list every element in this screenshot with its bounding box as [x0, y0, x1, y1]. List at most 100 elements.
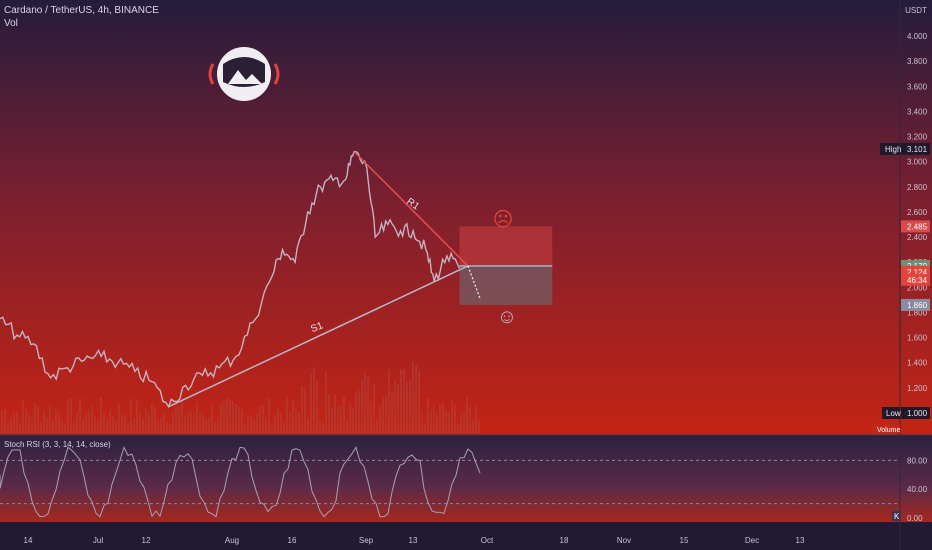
- volume-bar: [145, 408, 147, 433]
- volume-bar: [277, 408, 279, 433]
- volume-bar: [10, 418, 12, 433]
- volume-bar: [355, 392, 357, 433]
- volume-bar: [457, 423, 459, 433]
- volume-bar: [262, 404, 264, 433]
- volume-bar: [184, 415, 186, 433]
- volume-bar: [259, 405, 261, 433]
- volume-indicator-label[interactable]: Vol: [4, 18, 18, 29]
- price-tick-label: 3.200: [907, 133, 928, 142]
- price-tick-label: 2.400: [907, 233, 928, 242]
- volume-bar: [382, 397, 384, 433]
- time-tick-label: Jul: [93, 536, 103, 545]
- oscillator-title[interactable]: Stoch RSI (3, 3, 14, 14, close): [4, 440, 111, 449]
- resistance-trendline[interactable]: [353, 151, 469, 267]
- volume-bar: [406, 381, 408, 433]
- volume-bar: [229, 399, 231, 433]
- price-tick-label: 3.000: [907, 158, 928, 167]
- sad-face-icon: ☹: [493, 209, 514, 231]
- volume-bar: [313, 367, 315, 433]
- volume-bar: [334, 395, 336, 433]
- volume-bar: [106, 418, 108, 433]
- time-tick-label: Sep: [359, 536, 374, 545]
- volume-bar: [325, 372, 327, 433]
- low-tag: [882, 407, 900, 419]
- volume-tag-label: Volume: [877, 427, 900, 434]
- volume-bar: [187, 412, 189, 433]
- volume-bar: [328, 394, 330, 433]
- price-tick-label: 3.400: [907, 107, 928, 116]
- volume-bar: [115, 420, 117, 433]
- volume-tag: [874, 424, 900, 434]
- volume-bar: [46, 418, 48, 433]
- price-badge-label: 46:34: [907, 276, 928, 285]
- volume-bar: [448, 412, 450, 433]
- volume-bar: [439, 403, 441, 433]
- volume-bar: [244, 424, 246, 433]
- volume-bar: [436, 414, 438, 433]
- volume-bar: [364, 373, 366, 433]
- time-tick-label: Dec: [745, 536, 759, 545]
- stoch-rsi-line[interactable]: [0, 446, 481, 518]
- volume-bar: [253, 418, 255, 433]
- volume-bar: [466, 397, 468, 433]
- volume-bar: [445, 410, 447, 433]
- price-tick-label: 1.600: [907, 334, 928, 343]
- volume-bar: [130, 399, 132, 433]
- volume-bar: [403, 368, 405, 433]
- time-tick-label: 13: [796, 536, 805, 545]
- volume-bar: [76, 412, 78, 433]
- volume-bar: [235, 404, 237, 433]
- logo-signal-left: [208, 63, 215, 85]
- time-tick-label: Nov: [617, 536, 631, 545]
- target-zone-lower[interactable]: [459, 265, 553, 305]
- volume-bar: [475, 406, 477, 433]
- volume-bar: [292, 400, 294, 433]
- volume-bar: [265, 417, 267, 433]
- volume-bar: [205, 417, 207, 433]
- price-tick-label: 1.800: [907, 308, 928, 317]
- volume-bar: [412, 361, 414, 433]
- volume-bar: [463, 411, 465, 433]
- price-tick-label: 1.200: [907, 384, 928, 393]
- volume-bar: [49, 406, 51, 433]
- symbol-title[interactable]: Cardano / TetherUS, 4h, BINANCE: [4, 5, 159, 16]
- volume-bar: [31, 417, 33, 433]
- volume-bar: [469, 406, 471, 433]
- volume-bar: [400, 369, 402, 433]
- volume-bar: [208, 418, 210, 433]
- volume-bar: [151, 403, 153, 433]
- volume-bar: [316, 381, 318, 433]
- volume-bar: [142, 418, 144, 433]
- volume-bar: [241, 409, 243, 433]
- volume-bar: [112, 415, 114, 433]
- volume-bar: [1, 411, 3, 433]
- price-tick-label: 4.000: [907, 32, 928, 41]
- target-zone-upper[interactable]: [459, 226, 553, 266]
- price-badge-label: 1.860: [907, 301, 928, 310]
- high-tag: [880, 142, 900, 155]
- volume-bar: [82, 419, 84, 433]
- price-series-line[interactable]: [0, 150, 461, 409]
- volume-bar: [388, 369, 390, 433]
- volume-bar: [478, 420, 480, 433]
- low-value: 1.000: [907, 409, 928, 418]
- price-tick-label: 3.800: [907, 57, 928, 66]
- high-label: High: [885, 145, 901, 154]
- volume-bar: [418, 369, 420, 433]
- volume-bar: [223, 400, 225, 433]
- volume-bar: [103, 412, 105, 433]
- chart-header: Cardano / TetherUS, 4h, BINANCE Vol: [4, 4, 159, 30]
- volume-bar: [202, 412, 204, 433]
- time-tick-label: 13: [409, 536, 418, 545]
- volume-bar: [181, 398, 183, 433]
- volume-bar: [190, 411, 192, 433]
- volume-bar: [166, 422, 168, 433]
- volume-bar: [40, 422, 42, 433]
- main-pane-background: [0, 0, 932, 435]
- volume-bar: [7, 421, 9, 433]
- time-tick-label: 18: [560, 536, 569, 545]
- support-trendline[interactable]: [168, 265, 469, 408]
- volume-bar: [433, 406, 435, 433]
- time-tick-label: Oct: [481, 536, 494, 545]
